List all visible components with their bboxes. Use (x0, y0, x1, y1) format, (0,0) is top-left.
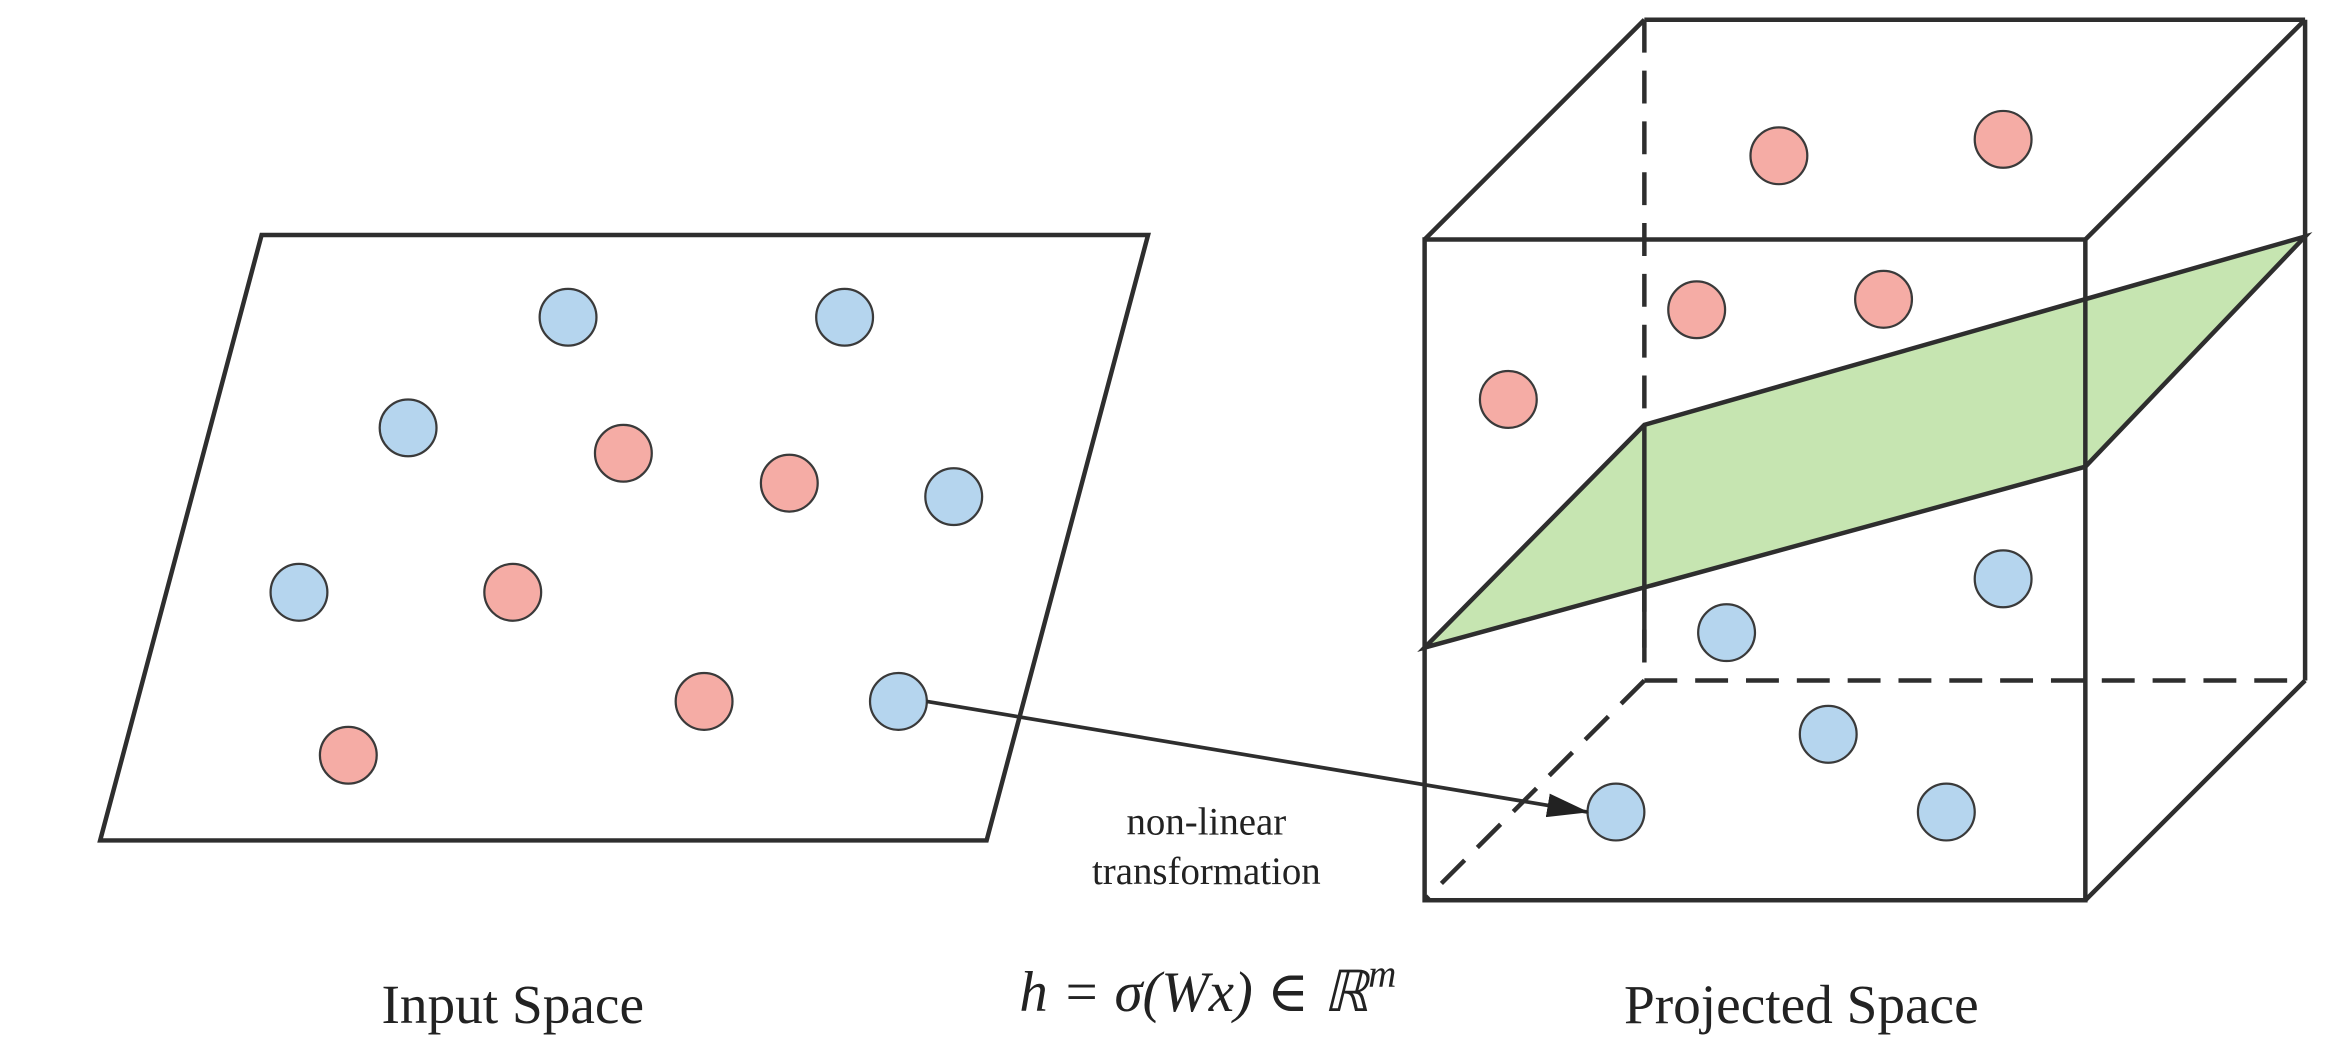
blue-point (868, 671, 928, 731)
red-point (1478, 369, 1538, 429)
input-space-label: Input Space (381, 974, 644, 1035)
red-point (1854, 269, 1914, 329)
arrow-label: non-linear (1127, 800, 1287, 843)
red-point (674, 671, 734, 731)
blue-point (924, 467, 984, 527)
blue-point (1973, 549, 2033, 609)
input-points (269, 287, 984, 785)
red-point (593, 423, 653, 483)
cube-edges (1422, 17, 2308, 903)
blue-point (538, 287, 598, 347)
projected-points-top (1478, 109, 2033, 429)
blue-point (815, 287, 875, 347)
cube-hidden-edges (1423, 19, 2306, 902)
blue-point (1916, 782, 1976, 842)
red-point (1667, 280, 1727, 340)
formula-superscript: m (1368, 953, 1396, 996)
red-point (1749, 126, 1809, 186)
formula-main: h = σ(Wx) ∈ ℝ (1019, 961, 1371, 1024)
arrow-label: transformation (1092, 850, 1321, 893)
input-plane (97, 232, 1151, 843)
red-point (483, 562, 543, 622)
red-point (318, 725, 378, 785)
red-point (759, 453, 819, 513)
projected-space-label: Projected Space (1624, 974, 1979, 1035)
blue-point (1798, 704, 1858, 764)
transformation-arrow (926, 699, 1590, 818)
blue-point (1586, 782, 1646, 842)
projected-points-bottom (1586, 549, 2033, 842)
blue-point (378, 398, 438, 458)
blue-point (1697, 603, 1757, 663)
blue-point (269, 562, 329, 622)
formula: h = σ(Wx) ∈ ℝm (1019, 953, 1396, 1024)
red-point (1973, 109, 2033, 169)
